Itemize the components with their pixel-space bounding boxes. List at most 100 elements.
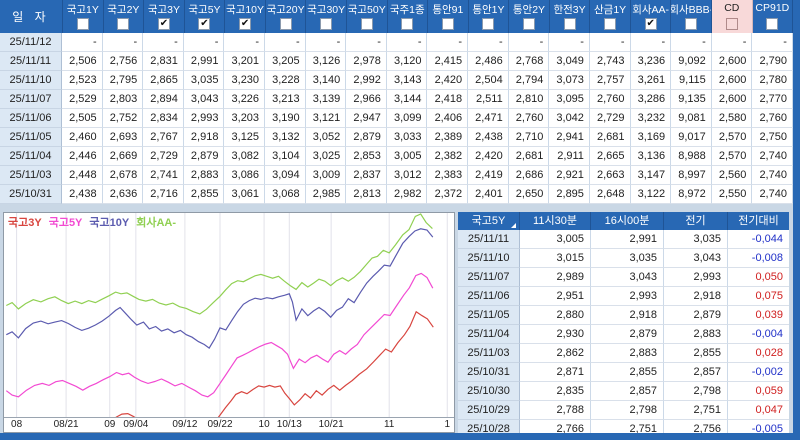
table-row: 25/11/05 2,460 2,693 2,767 2,918 3,125 3,132 3,… <box>0 128 793 147</box>
column-header[interactable]: 국고20Y <box>265 0 307 33</box>
value-cell: 3,140 <box>305 71 347 90</box>
value-cell: 2,523 <box>62 71 103 90</box>
column-checkbox[interactable] <box>482 18 495 30</box>
column-header[interactable]: 회사BBB- <box>671 0 712 33</box>
detail-change-cell: 0,075 <box>728 287 789 306</box>
value-cell: - <box>752 33 793 52</box>
column-header[interactable]: 국고50Y <box>346 0 388 33</box>
value-cell: - <box>549 33 590 52</box>
column-checkbox[interactable]: ✔ <box>157 18 170 30</box>
value-cell: 2,580 <box>711 109 753 128</box>
value-cell: 3,099 <box>386 109 428 128</box>
column-header[interactable]: 국고10Y ✔ <box>225 0 266 33</box>
detail-column-header[interactable]: 11시30분 <box>520 212 591 230</box>
column-header[interactable]: 국고2Y <box>103 0 145 33</box>
column-checkbox[interactable] <box>401 18 414 30</box>
column-header[interactable]: 한전3Y <box>549 0 591 33</box>
column-header[interactable]: 통안91 <box>428 0 469 33</box>
detail-prev-cell: 3,043 <box>664 249 728 268</box>
detail-date-cell: 25/11/04 <box>458 325 520 344</box>
detail-column-header[interactable]: 전기 <box>664 212 728 230</box>
detail-1130-cell: 2,930 <box>520 325 591 344</box>
value-cell: 2,420 <box>427 71 469 90</box>
column-checkbox[interactable] <box>522 18 535 30</box>
column-checkbox[interactable] <box>441 18 454 30</box>
date-cell: 25/11/03 <box>0 166 62 185</box>
series-line <box>113 310 434 418</box>
column-header[interactable]: 회사AA- ✔ <box>630 0 672 33</box>
value-cell: 3,121 <box>305 109 347 128</box>
column-header[interactable]: CP91D <box>752 0 794 33</box>
value-cell: 3,213 <box>265 90 306 109</box>
column-checkbox[interactable] <box>320 18 333 30</box>
column-header[interactable]: 국주1종 <box>387 0 429 33</box>
column-checkbox[interactable] <box>117 18 130 30</box>
value-cell: 2,486 <box>468 52 509 71</box>
value-cell: 2,681 <box>589 128 631 147</box>
column-header[interactable]: 국고1Y <box>63 0 104 33</box>
column-header[interactable]: 통안2Y <box>509 0 550 33</box>
column-checkbox[interactable] <box>563 18 576 30</box>
date-cell: 25/11/12 <box>0 33 62 52</box>
value-cell: 3,190 <box>265 109 306 128</box>
column-checkbox[interactable] <box>725 18 738 30</box>
value-cell: 3,230 <box>224 71 266 90</box>
detail-prev-cell: 2,855 <box>664 344 728 363</box>
yield-chart: 국고3Y 국고5Y 국고10Y 회사AA- 08 08/21 09 09/04 09/12 09… <box>3 212 455 433</box>
column-header-label: 국고10Y <box>226 4 265 16</box>
detail-date-cell: 25/11/11 <box>458 230 520 249</box>
column-checkbox[interactable]: ✔ <box>239 18 252 30</box>
column-checkbox[interactable] <box>685 18 698 30</box>
chart-legend: 국고3Y 국고5Y 국고10Y 회사AA- <box>8 214 183 230</box>
column-checkbox[interactable] <box>76 18 89 30</box>
value-cell: 3,068 <box>265 185 306 204</box>
value-cell: - <box>102 33 144 52</box>
value-cell: 2,770 <box>752 90 793 109</box>
detail-column-header[interactable]: 전기대비 <box>728 212 789 230</box>
column-checkbox[interactable]: ✔ <box>644 18 657 30</box>
column-header[interactable]: 국고3Y ✔ <box>144 0 185 33</box>
detail-1130-cell: 2,951 <box>520 287 591 306</box>
value-cell: - <box>508 33 550 52</box>
column-checkbox[interactable] <box>604 18 617 30</box>
value-cell: 3,147 <box>630 166 672 185</box>
column-header[interactable]: 국고5Y ✔ <box>184 0 226 33</box>
detail-sort-header[interactable]: 국고5Y <box>458 212 520 230</box>
table-row: 25/11/10 2,523 2,795 2,865 3,035 3,230 3,228 3,… <box>0 71 793 90</box>
value-cell: 2,883 <box>183 166 225 185</box>
value-cell: 3,104 <box>265 147 306 166</box>
detail-row: 25/11/11 3,005 2,991 3,035 -0,044 <box>458 230 789 249</box>
value-cell: 3,073 <box>549 71 590 90</box>
value-cell: 2,448 <box>62 166 103 185</box>
detail-1130-cell: 2,989 <box>520 268 591 287</box>
column-header[interactable]: 국고30Y <box>306 0 347 33</box>
column-header[interactable]: 산금1Y <box>590 0 631 33</box>
value-cell: 2,985 <box>305 185 347 204</box>
value-cell: 9,092 <box>671 52 712 71</box>
value-cell: 8,988 <box>671 147 712 166</box>
column-checkbox[interactable] <box>766 18 779 30</box>
x-tick-label: 08 <box>11 419 23 430</box>
column-header-label: 국고30Y <box>307 4 346 16</box>
column-checkbox[interactable]: ✔ <box>198 18 211 30</box>
value-cell: 3,086 <box>224 166 266 185</box>
value-cell: 2,991 <box>183 52 225 71</box>
value-cell: 2,740 <box>752 147 793 166</box>
value-cell: 2,570 <box>711 147 753 166</box>
column-checkbox[interactable] <box>360 18 373 30</box>
value-cell: 2,743 <box>589 52 631 71</box>
table-row: 25/10/31 2,438 2,636 2,716 2,855 3,061 3,068 2,… <box>0 185 793 204</box>
value-cell: 2,879 <box>346 128 387 147</box>
detail-change-cell: -0,044 <box>728 230 789 249</box>
column-header[interactable]: 통안1Y <box>468 0 510 33</box>
date-cell: 25/11/07 <box>0 90 62 109</box>
column-header[interactable]: CD <box>712 0 753 33</box>
detail-row: 25/10/29 2,788 2,798 2,751 0,047 <box>458 401 789 420</box>
detail-date-cell: 25/10/30 <box>458 382 520 401</box>
value-cell: - <box>711 33 753 52</box>
detail-column-header[interactable]: 16시00분 <box>591 212 664 230</box>
date-column-header[interactable]: 일 자 <box>0 0 63 33</box>
column-checkbox[interactable] <box>279 18 292 30</box>
detail-change-cell: 0,039 <box>728 306 789 325</box>
detail-change-cell: -0,008 <box>728 249 789 268</box>
